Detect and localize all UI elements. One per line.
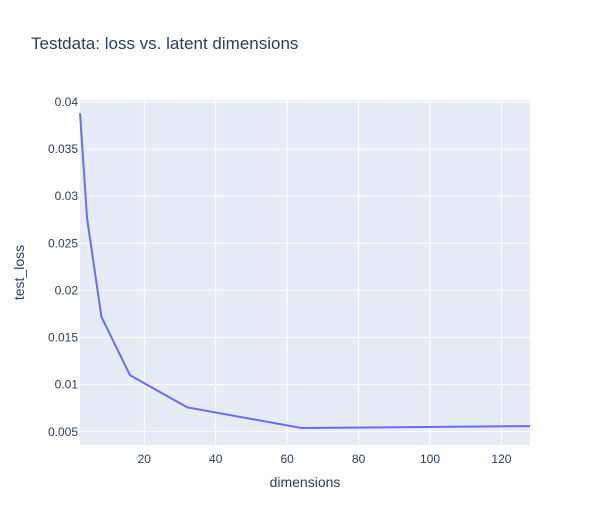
- grid: [80, 100, 530, 445]
- tick-labels: 20 40 60 80 100 120 0.005 0.01 0.015 0.02 0.025 0.0…: [48, 95, 512, 466]
- x-tick-label: 80: [352, 452, 366, 466]
- chart-title: Testdata: loss vs. latent dimensions: [31, 34, 299, 53]
- plot-area: [80, 100, 530, 445]
- x-tick-label: 120: [491, 452, 511, 466]
- y-axis-title: test_loss: [11, 245, 27, 300]
- y-tick-label: 0.02: [55, 283, 79, 297]
- series-layer: [79, 113, 531, 430]
- x-tick-label: 100: [420, 452, 440, 466]
- y-tick-label: 0.015: [48, 331, 78, 345]
- y-tick-label: 0.04: [55, 95, 79, 109]
- x-tick-label: 40: [209, 452, 223, 466]
- x-tick-label: 20: [138, 452, 152, 466]
- x-axis-title: dimensions: [270, 474, 341, 490]
- y-tick-label: 0.01: [55, 378, 79, 392]
- series-line: [79, 113, 531, 430]
- y-tick-label: 0.035: [48, 142, 78, 156]
- y-tick-label: 0.025: [48, 236, 78, 250]
- y-tick-label: 0.005: [48, 425, 78, 439]
- x-tick-label: 60: [280, 452, 294, 466]
- y-tick-label: 0.03: [55, 189, 79, 203]
